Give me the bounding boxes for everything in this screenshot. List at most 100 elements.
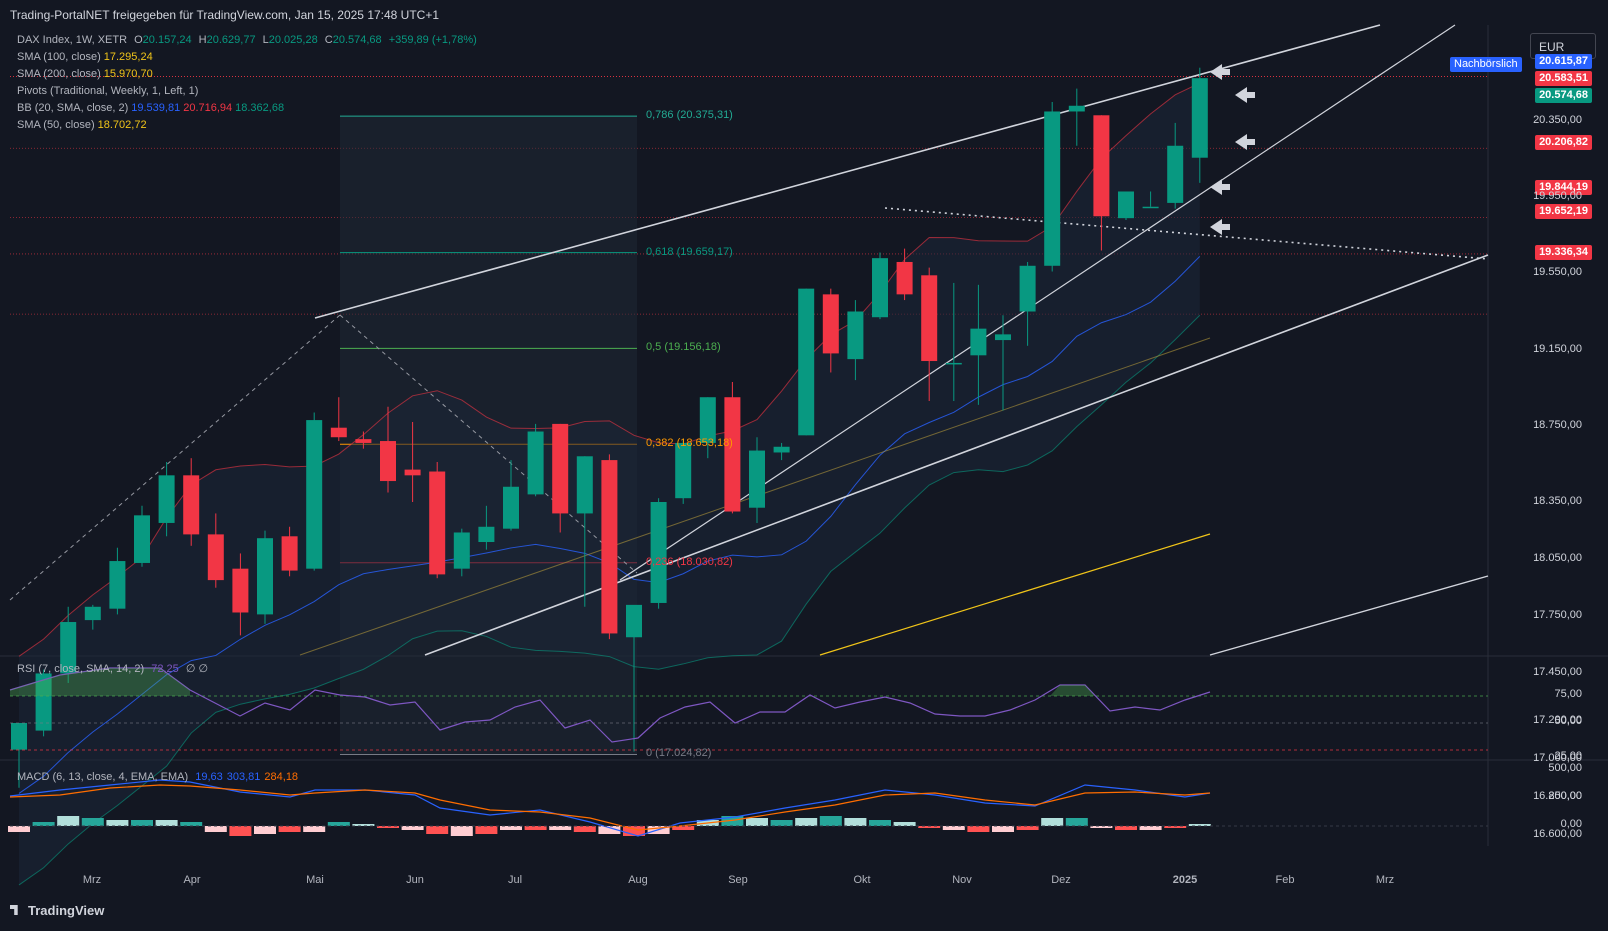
macd-legend[interactable]: MACD (6, 13, close, 4, EMA, EMA) 19,63 30… bbox=[17, 771, 298, 783]
macd-histogram-bar bbox=[746, 818, 768, 826]
macd-histogram-bar bbox=[32, 822, 55, 826]
price-axis-label: 17.750,00 bbox=[1533, 609, 1582, 622]
indicator-legend-row[interactable]: SMA (50, close) 18.702,72 bbox=[17, 119, 147, 131]
tradingview-logo[interactable]: TradingView bbox=[10, 903, 104, 918]
rsi-overbought-fill bbox=[1050, 685, 1095, 696]
macd-histogram-bar bbox=[893, 822, 916, 826]
macd-histogram-bar bbox=[1188, 824, 1211, 826]
fib-level-label: 0,236 (18.030,82) bbox=[646, 555, 733, 568]
macd-label: MACD (6, 13, close, 4, EMA, EMA) bbox=[17, 771, 189, 783]
macd-histogram-bar bbox=[672, 826, 695, 830]
candle-body bbox=[527, 431, 544, 495]
macd-histogram-bar bbox=[573, 826, 596, 832]
candle-body bbox=[1191, 78, 1208, 158]
price-axis-label: 16.800,00 bbox=[1533, 790, 1582, 803]
candle bbox=[109, 547, 126, 615]
indicator-value: 19.539,81 bbox=[131, 102, 181, 114]
candle bbox=[601, 454, 618, 640]
candle bbox=[773, 442, 790, 461]
rsi-label: RSI (7, close, SMA, 14, 2) bbox=[17, 663, 145, 675]
indicator-name: SMA (200, close) bbox=[17, 68, 101, 80]
candle-body bbox=[552, 423, 569, 514]
session-badge: Nachbörslich bbox=[1450, 57, 1522, 72]
price-badge: 20.615,87 bbox=[1535, 54, 1592, 69]
rsi-extra: ∅ ∅ bbox=[185, 663, 209, 675]
candle-body bbox=[380, 441, 396, 482]
arrow-marker-icon bbox=[1235, 134, 1255, 150]
macd-histogram-bar bbox=[1041, 818, 1064, 826]
macd-histogram-bar bbox=[1164, 826, 1187, 828]
candle-body bbox=[183, 475, 200, 535]
price-axis-label: 19.550,00 bbox=[1533, 266, 1582, 279]
time-axis-label: Jun bbox=[406, 874, 424, 886]
candle bbox=[355, 431, 372, 449]
price-badge: 20.583,51 bbox=[1535, 71, 1592, 86]
indicator-legend-row[interactable]: SMA (200, close) 15.970,70 bbox=[17, 68, 153, 80]
macd-axis-label: 250,00 bbox=[1548, 790, 1582, 802]
fib-level-label: 0 (17.024,82) bbox=[646, 747, 712, 760]
macd-histogram-bar bbox=[1090, 826, 1113, 828]
time-axis-label: Apr bbox=[183, 874, 201, 886]
bb-lower-line bbox=[18, 314, 1201, 886]
rsi-line bbox=[9, 667, 1211, 743]
candle bbox=[503, 460, 519, 531]
macd-histogram-bar bbox=[1065, 818, 1088, 826]
candle-body bbox=[872, 258, 888, 318]
candle-body bbox=[478, 526, 495, 543]
macd-histogram-bar bbox=[598, 826, 621, 834]
candle bbox=[921, 267, 938, 402]
time-axis-label: Mrz bbox=[1375, 874, 1395, 886]
candle bbox=[626, 604, 642, 752]
candle-body bbox=[257, 538, 273, 615]
macd-histogram-bar bbox=[8, 826, 30, 832]
rsi-overbought-fill bbox=[10, 668, 190, 696]
candle bbox=[1118, 191, 1134, 221]
macd-histogram-bar bbox=[770, 820, 793, 826]
symbol-name: DAX Index, 1W, XETR bbox=[17, 34, 128, 46]
candle-body bbox=[724, 397, 741, 512]
indicator-legend-row[interactable]: BB (20, SMA, close, 2) 19.539,81 20.716,94… bbox=[17, 102, 284, 114]
candle-body bbox=[306, 420, 323, 569]
channel-upper-line bbox=[314, 24, 1381, 319]
indicator-name: SMA (50, close) bbox=[17, 119, 95, 131]
time-axis-label: Aug bbox=[628, 874, 648, 886]
candle-body bbox=[158, 475, 175, 523]
macd-histogram-bar bbox=[229, 826, 252, 836]
price-axis-label: 19.950,00 bbox=[1533, 190, 1582, 203]
macd-histogram-bar bbox=[869, 820, 891, 826]
channel-bottom-line bbox=[1209, 575, 1489, 656]
macd-histogram-bar bbox=[623, 826, 645, 836]
candle bbox=[1019, 261, 1036, 346]
fib-level-label: 0,5 (19.156,18) bbox=[646, 341, 721, 354]
macd-histogram-bar bbox=[180, 822, 203, 826]
candle-body bbox=[1142, 206, 1159, 209]
price-axis-label: 18.750,00 bbox=[1533, 418, 1582, 431]
candle-body bbox=[601, 460, 618, 634]
time-axis-label: Dez bbox=[1051, 874, 1071, 886]
indicator-legend-row[interactable]: Pivots (Traditional, Weekly, 1, Left, 1) bbox=[17, 85, 198, 97]
rsi-axis-label: 75,00 bbox=[1554, 688, 1582, 700]
change-value: +359,89 (+1,78%) bbox=[388, 34, 477, 46]
time-axis-label: Okt bbox=[853, 874, 871, 886]
candle-body bbox=[798, 288, 815, 436]
candle-body bbox=[699, 397, 716, 443]
macd-histogram-bar bbox=[524, 826, 547, 830]
rsi-legend[interactable]: RSI (7, close, SMA, 14, 2) 72,25 ∅ ∅ bbox=[17, 662, 208, 675]
candle-body bbox=[84, 606, 101, 621]
candle bbox=[429, 461, 446, 579]
fib-trend-line bbox=[339, 314, 638, 574]
price-badge: 20.206,82 bbox=[1535, 135, 1592, 150]
candle-body bbox=[1118, 191, 1134, 219]
fib-level-label: 0,786 (20.375,31) bbox=[646, 109, 733, 122]
candle bbox=[1044, 101, 1061, 272]
indicator-value: 15.970,70 bbox=[103, 68, 153, 80]
candle-body bbox=[1068, 105, 1085, 112]
indicator-name: SMA (100, close) bbox=[17, 51, 101, 63]
candle-body bbox=[822, 294, 839, 354]
candle bbox=[798, 288, 815, 436]
indicator-legend-row[interactable]: SMA (100, close) 17.295,24 bbox=[17, 51, 153, 63]
candle bbox=[699, 397, 716, 459]
close-value: 20.574,68 bbox=[332, 34, 382, 46]
symbol-legend[interactable]: DAX Index, 1W, XETR O20.157,24 H20.629,7… bbox=[17, 34, 477, 46]
